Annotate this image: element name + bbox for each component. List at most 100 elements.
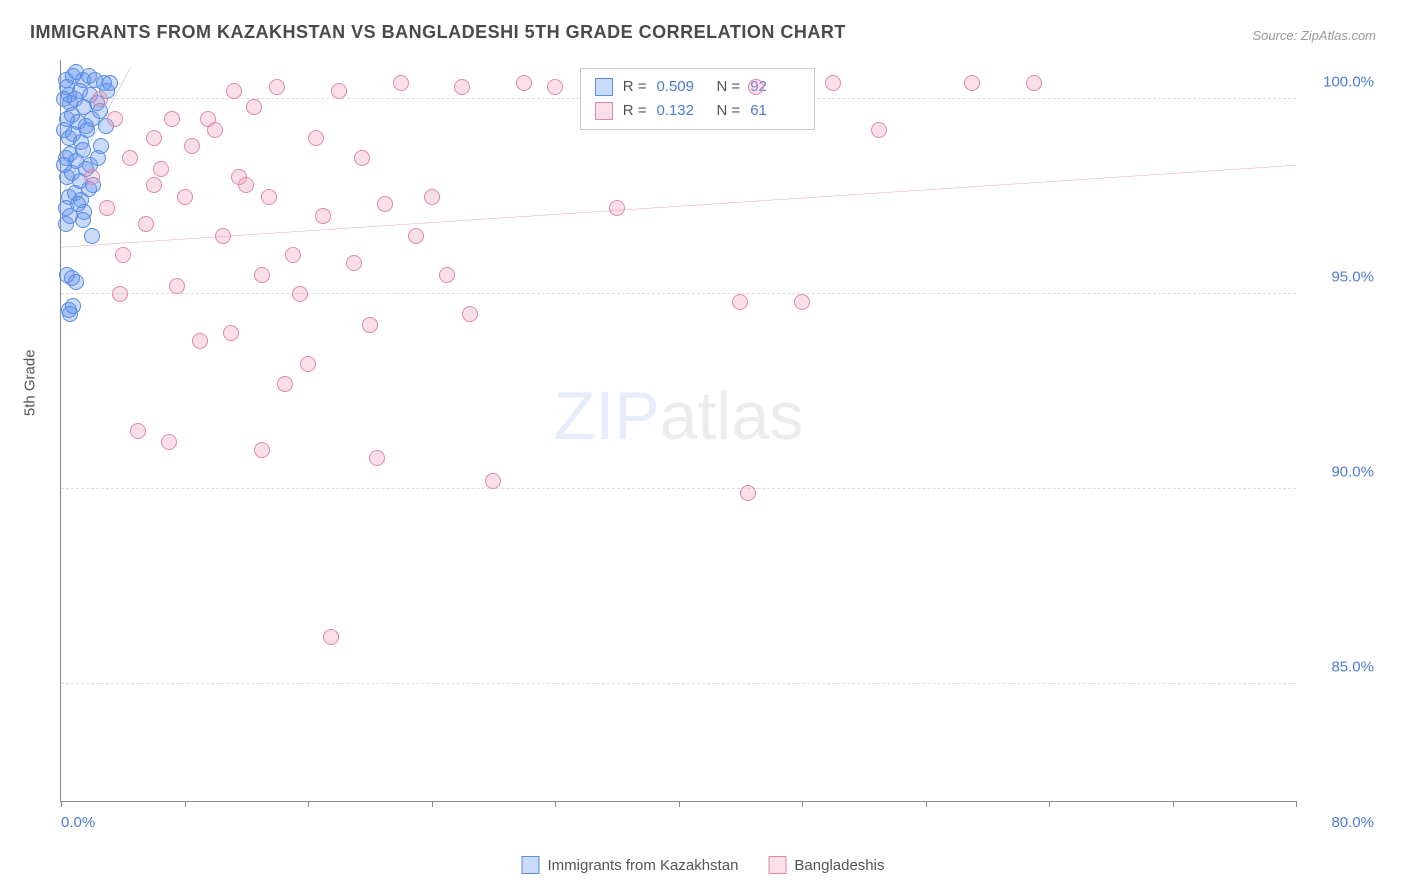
data-point [164,111,180,127]
data-point [115,247,131,263]
data-point [748,79,764,95]
legend-item-series2: Bangladeshis [768,856,884,874]
bottom-legend: Immigrants from Kazakhstan Bangladeshis [522,856,885,874]
data-point [215,228,231,244]
data-point [62,306,78,322]
data-point [192,333,208,349]
data-point [68,274,84,290]
r-value-1: 0.509 [656,75,706,99]
n-label-1: N = [716,75,740,99]
data-point [177,189,193,205]
data-point [261,189,277,205]
data-point [146,177,162,193]
data-point [1026,75,1042,91]
x-tick-min: 0.0% [61,814,95,831]
plot-area: ZIPatlas R = 0.509 N = 92 R = 0.132 N = … [60,60,1296,802]
x-tick-mark [679,801,680,807]
r-label-2: R = [623,99,647,123]
x-tick-mark [1296,801,1297,807]
data-point [130,423,146,439]
x-tick-mark [432,801,433,807]
legend-swatch-1 [522,856,540,874]
data-point [90,150,106,166]
data-point [223,325,239,341]
stats-row-series2: R = 0.132 N = 61 [595,99,801,123]
legend-label-1: Immigrants from Kazakhstan [548,857,739,874]
n-value-2: 61 [750,99,800,123]
data-point [794,294,810,310]
data-point [246,99,262,115]
data-point [75,142,91,158]
data-point [331,83,347,99]
data-point [79,122,95,138]
data-point [84,169,100,185]
y-tick-label: 100.0% [1323,74,1374,91]
trend-lines [61,60,1296,801]
y-ticks: 85.0%90.0%95.0%100.0% [1304,60,1374,801]
data-point [346,255,362,271]
data-point [292,286,308,302]
data-point [315,208,331,224]
x-tick-mark [1049,801,1050,807]
data-point [454,79,470,95]
data-point [75,212,91,228]
data-point [146,130,162,146]
data-point [300,356,316,372]
data-point [153,161,169,177]
data-point [277,376,293,392]
data-point [122,150,138,166]
x-tick-max: 80.0% [1331,814,1374,831]
data-point [369,450,385,466]
data-point [439,267,455,283]
stats-box: R = 0.509 N = 92 R = 0.132 N = 61 [580,68,816,130]
data-point [308,130,324,146]
data-point [107,111,123,127]
data-point [254,442,270,458]
legend-label-2: Bangladeshis [794,857,884,874]
data-point [393,75,409,91]
data-point [362,317,378,333]
data-point [56,157,72,173]
swatch-series2 [595,102,613,120]
data-point [99,200,115,216]
data-point [102,75,118,91]
data-point [56,91,72,107]
n-label-2: N = [716,99,740,123]
x-tick-mark [1173,801,1174,807]
x-tick-mark [802,801,803,807]
swatch-series1 [595,78,613,96]
data-point [138,216,154,232]
data-point [112,286,128,302]
data-point [547,79,563,95]
data-point [740,485,756,501]
data-point [377,196,393,212]
data-point [354,150,370,166]
y-axis-label: 5th Grade [22,349,39,416]
data-point [964,75,980,91]
data-point [200,111,216,127]
legend-item-series1: Immigrants from Kazakhstan [522,856,739,874]
data-point [485,473,501,489]
data-point [231,169,247,185]
data-point [408,228,424,244]
chart-container: 5th Grade ZIPatlas R = 0.509 N = 92 R = … [60,60,1376,822]
data-point [825,75,841,91]
data-point [323,629,339,645]
data-point [871,122,887,138]
data-point [285,247,301,263]
y-tick-label: 85.0% [1331,659,1374,676]
data-point [269,79,285,95]
legend-swatch-2 [768,856,786,874]
chart-title: IMMIGRANTS FROM KAZAKHSTAN VS BANGLADESH… [30,22,846,43]
data-point [732,294,748,310]
data-point [254,267,270,283]
data-point [462,306,478,322]
data-point [226,83,242,99]
data-point [609,200,625,216]
source-credit: Source: ZipAtlas.com [1252,28,1376,43]
x-tick-mark [61,801,62,807]
r-value-2: 0.132 [656,99,706,123]
data-point [424,189,440,205]
r-label-1: R = [623,75,647,99]
data-point [56,122,72,138]
